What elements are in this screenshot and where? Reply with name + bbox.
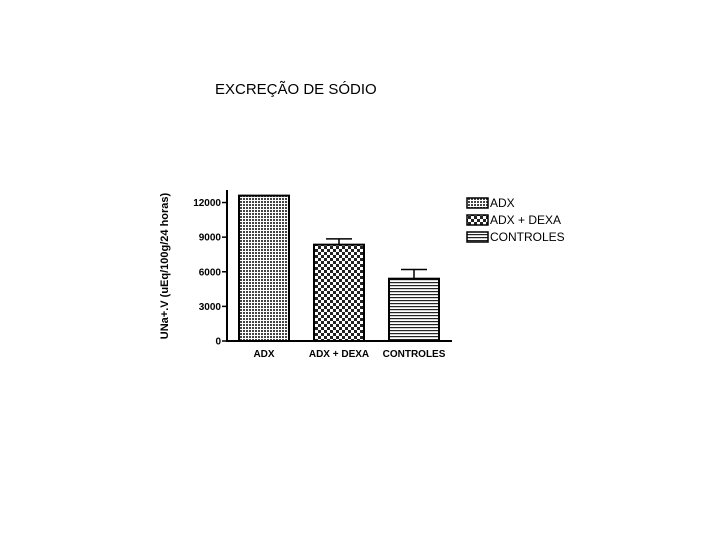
y-tick-label: 3000	[199, 302, 222, 313]
bar	[388, 277, 440, 343]
bar	[313, 243, 365, 342]
y-tick-label: 9000	[199, 233, 222, 244]
y-tick-label: 6000	[199, 267, 222, 278]
chart-title: EXCREÇÃO DE SÓDIO	[215, 81, 377, 98]
x-tick-label: ADX + DEXA	[309, 349, 369, 360]
y-tick-label: 0	[215, 337, 221, 348]
y-tick-label: 12000	[193, 198, 221, 209]
x-tick-label: ADX	[253, 349, 274, 360]
legend-label: ADX + DEXA	[490, 213, 561, 227]
x-tick-label: CONTROLES	[383, 349, 446, 360]
legend-label: CONTROLES	[490, 230, 565, 244]
legend-swatch	[466, 197, 489, 209]
legend-swatch	[466, 214, 489, 226]
legend-swatch	[466, 231, 489, 243]
bar	[238, 194, 290, 342]
legend-label: ADX	[490, 196, 515, 210]
y-axis-label: UNa+.V (uEq/100g/24 horas)	[159, 192, 171, 339]
